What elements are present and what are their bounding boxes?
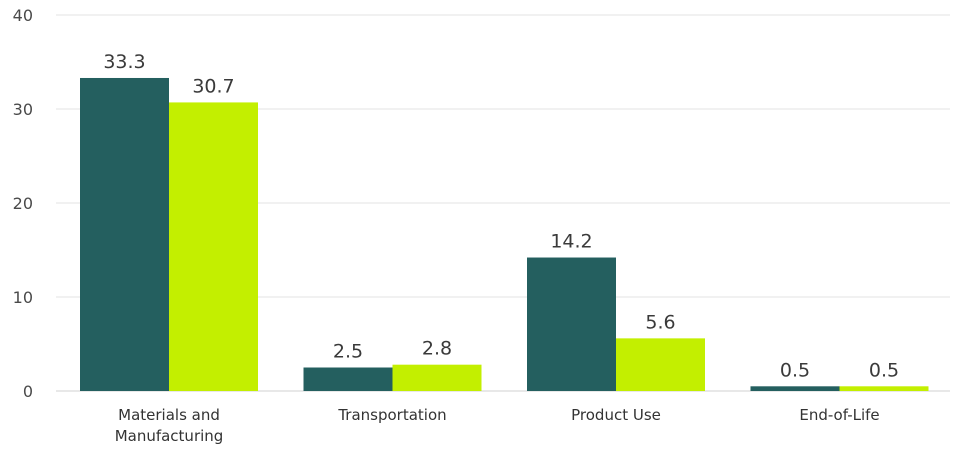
y-axis-tick-labels: 0 10 20 30 40 xyxy=(13,6,33,401)
data-label-series1-2: 14.2 xyxy=(550,231,592,253)
data-label-series2-2: 5.6 xyxy=(645,311,675,333)
y-tick-label-40: 40 xyxy=(13,6,33,25)
category-label-1: Transportation xyxy=(337,406,446,424)
data-label-series1-3: 0.5 xyxy=(780,359,810,381)
bar-series2-0 xyxy=(169,102,258,392)
bar-series2-1 xyxy=(392,364,482,391)
bar-series1-3 xyxy=(750,386,840,391)
y-tick-label-20: 20 xyxy=(13,194,33,213)
y-tick-label-0: 0 xyxy=(23,382,33,401)
bar-series1-0 xyxy=(80,77,169,391)
y-tick-label-10: 10 xyxy=(13,288,33,307)
data-labels: 33.3 30.7 2.5 2.8 14.2 5.6 0.5 0.5 xyxy=(103,51,899,381)
data-label-series1-0: 33.3 xyxy=(103,51,145,73)
y-tick-label-30: 30 xyxy=(13,100,33,119)
data-label-series1-1: 2.5 xyxy=(333,341,363,363)
x-axis-category-labels: Materials and Manufacturing Transportation… xyxy=(115,406,880,445)
category-label-3: End-of-Life xyxy=(799,406,879,424)
data-label-series2-0: 30.7 xyxy=(192,75,234,97)
category-label-0: Materials and Manufacturing xyxy=(115,406,224,445)
data-label-series2-1: 2.8 xyxy=(422,338,452,360)
bar-series1-2 xyxy=(527,257,616,391)
bar-series1-1 xyxy=(303,367,393,391)
bar-series2-2 xyxy=(616,338,705,391)
bars xyxy=(80,77,929,392)
data-label-series2-3: 0.5 xyxy=(869,359,899,381)
bar-series2-3 xyxy=(839,386,929,391)
category-label-2: Product Use xyxy=(571,406,661,424)
